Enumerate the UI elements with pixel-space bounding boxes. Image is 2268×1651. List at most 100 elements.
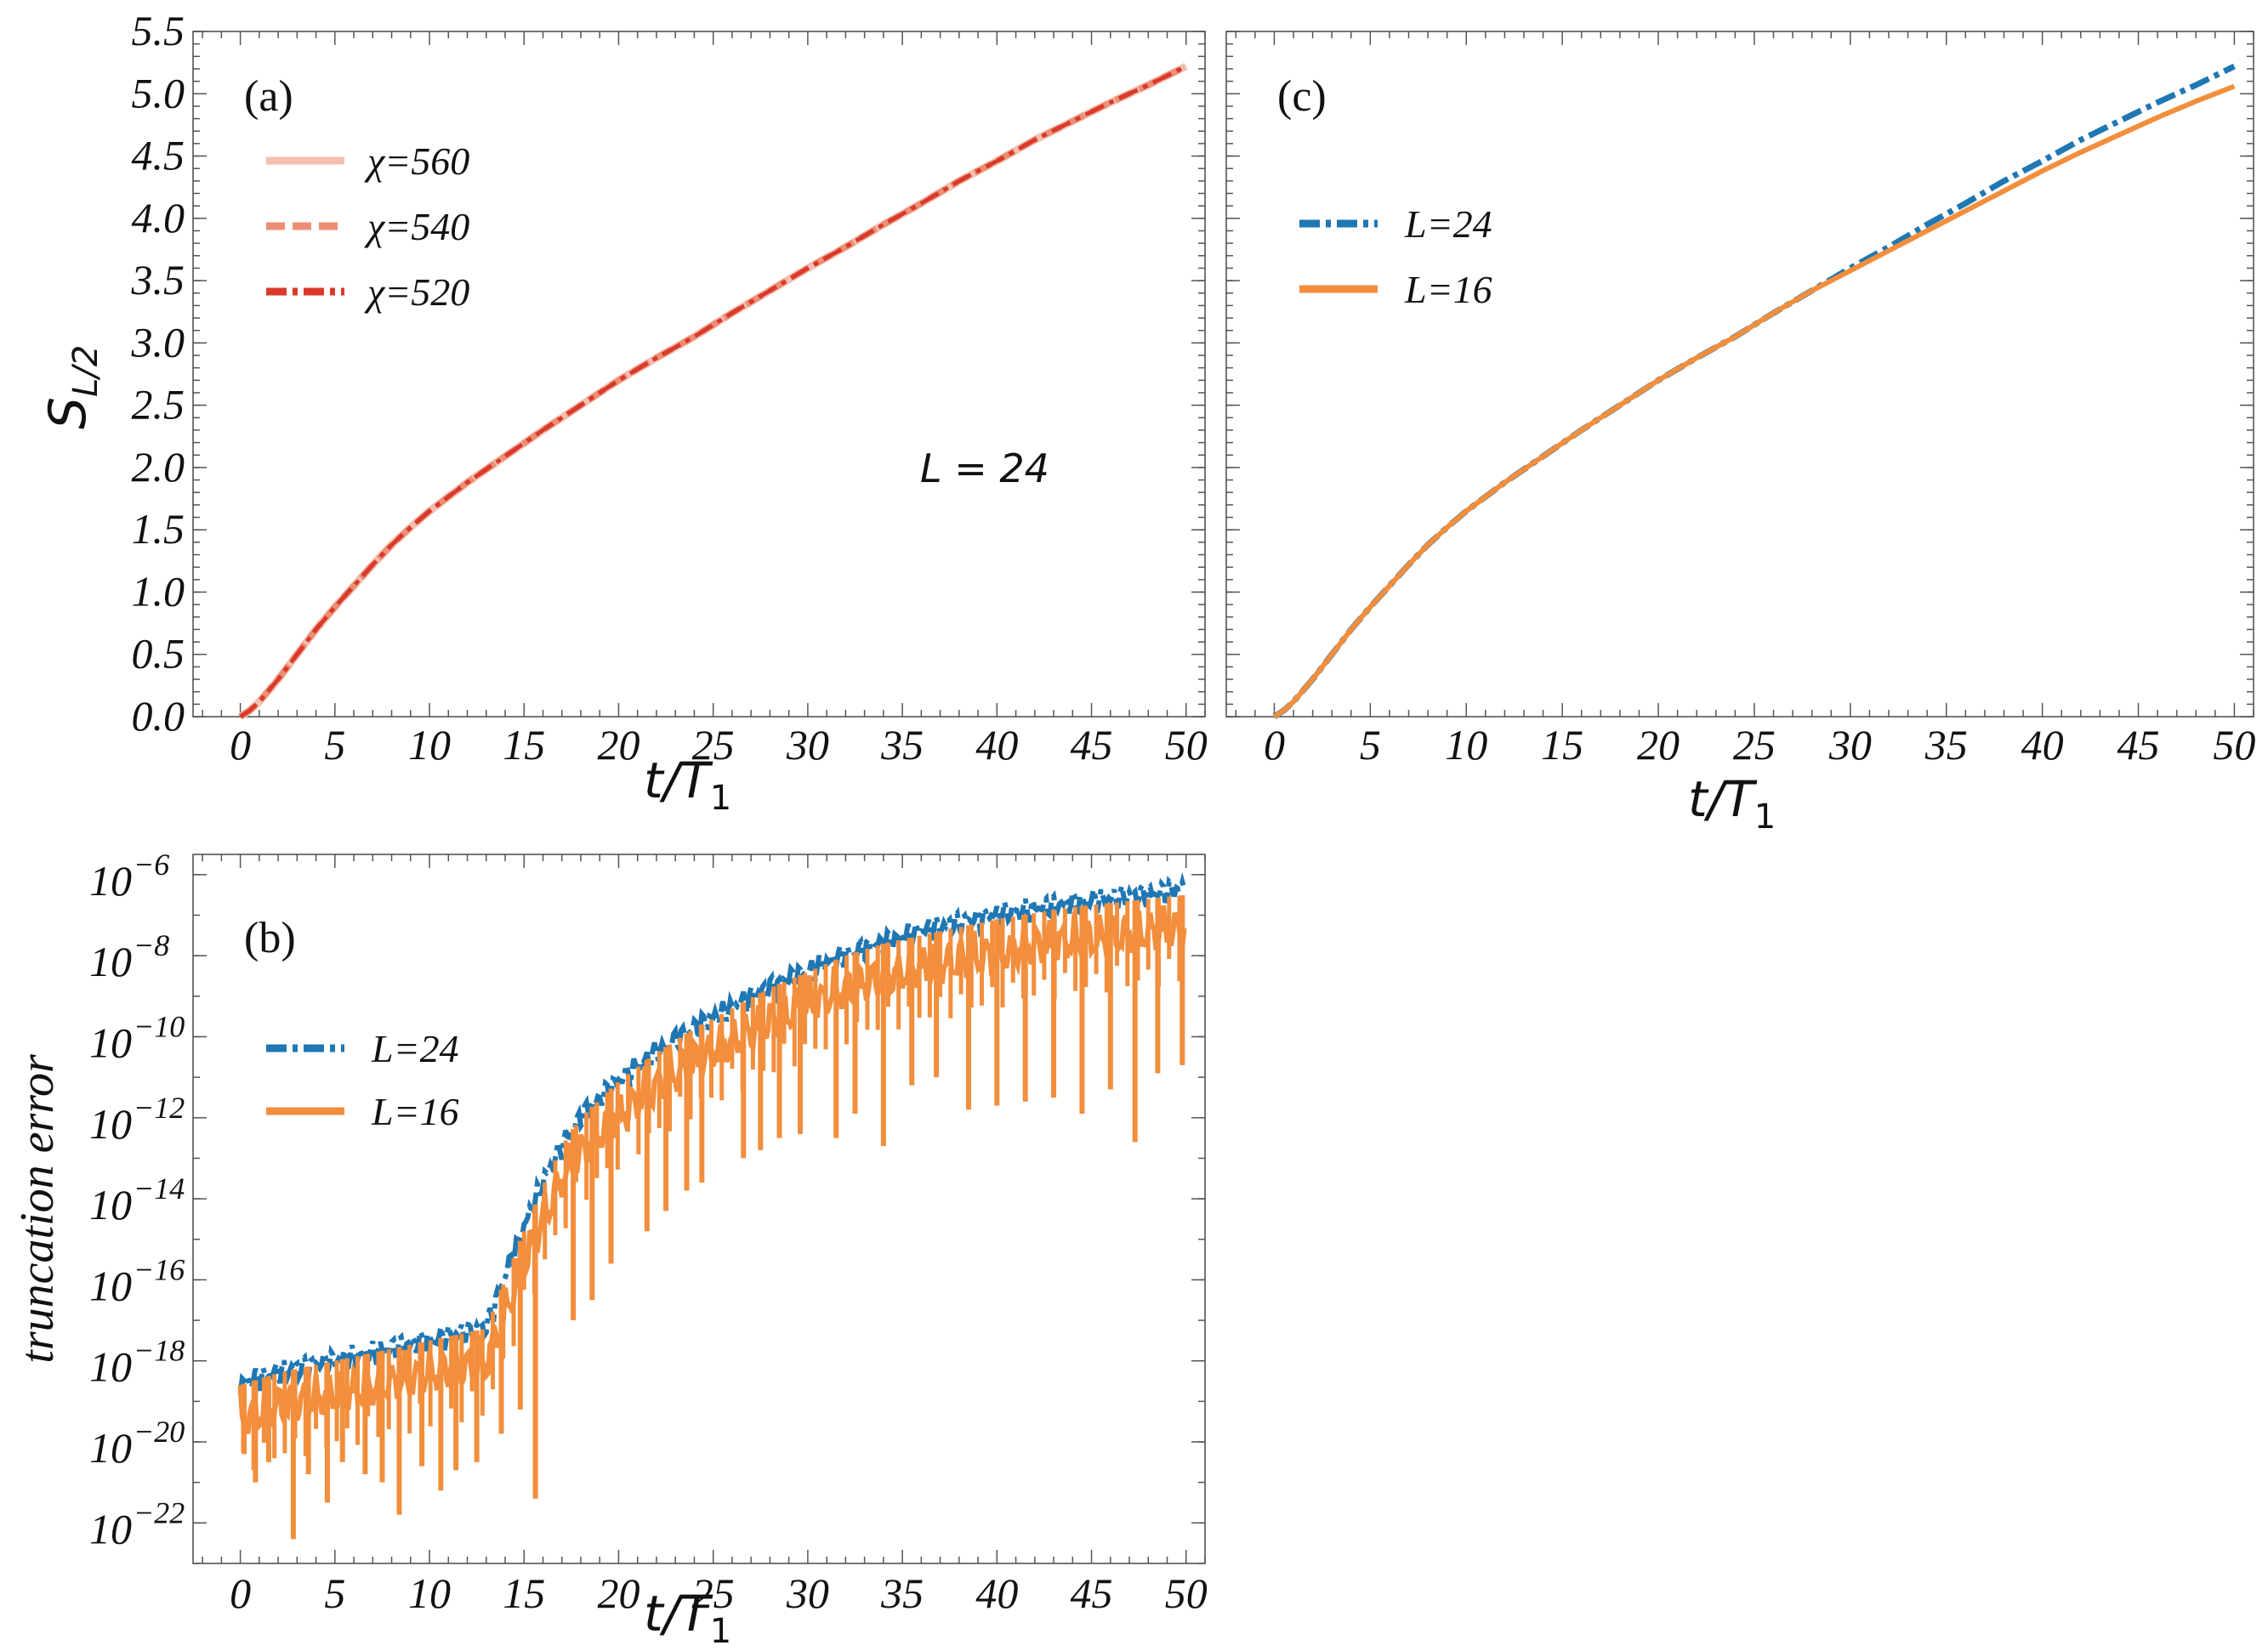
y-tick-label: 10−20 xyxy=(89,1415,185,1472)
x-tick-label: 30 xyxy=(786,1569,829,1617)
y-tick-label: 5.5 xyxy=(132,7,185,54)
panel-b: 0 5 10 15 20 25 30 35 40 45 50 10−2210−2010−1810−1… xyxy=(11,848,1208,1651)
y-tick-base: 10 xyxy=(89,1424,132,1472)
panel-c-frame xyxy=(1225,31,2254,718)
y-tick-label: 1.0 xyxy=(132,567,185,615)
legend-label-b-l24: L=24 xyxy=(371,1027,459,1070)
y-tick-label: 2.0 xyxy=(132,443,185,491)
y-tick-exponent: −20 xyxy=(134,1415,185,1449)
x-tick-label: 20 xyxy=(597,1569,639,1617)
legend-label-c-l16: L=16 xyxy=(1404,268,1492,311)
panel-b-y-axis-label: truncation error xyxy=(11,1054,64,1364)
series-line-L=24 xyxy=(1272,63,2236,719)
y-tick-base: 10 xyxy=(89,1343,132,1391)
y-tick-base: 10 xyxy=(89,857,132,905)
y-tick-label: 10−10 xyxy=(89,1009,185,1066)
panel-a-y-axis-label: SL/2 xyxy=(38,345,105,429)
y-tick-label: 4.0 xyxy=(132,194,185,241)
panel-a-annotation: L = 24 xyxy=(920,445,1049,491)
y-tick-exponent: −6 xyxy=(134,848,169,882)
y-tick-label: 10−18 xyxy=(89,1334,185,1391)
x-tick-label: 0 xyxy=(230,721,251,769)
panel-a-x-label-sub: 1 xyxy=(710,779,731,818)
panel-c-ticks xyxy=(1226,31,2254,718)
panel-b-x-label-sub: 1 xyxy=(710,1612,731,1651)
y-tick-base: 10 xyxy=(89,1262,132,1309)
x-tick-label: 30 xyxy=(1828,721,1872,769)
y-tick-exponent: −12 xyxy=(134,1091,185,1125)
panel-a-y-label-sub: L/2 xyxy=(66,345,105,397)
x-tick-label: 50 xyxy=(1165,721,1208,769)
x-tick-label: 10 xyxy=(408,1569,451,1617)
y-tick-label: 10−8 xyxy=(89,928,169,985)
y-tick-label: 2.5 xyxy=(132,381,185,428)
panel-c-x-label-main: t/T xyxy=(1688,770,1758,828)
panel-c-legend: L=24 L=16 xyxy=(1299,202,1492,311)
y-tick-label: 10−16 xyxy=(89,1252,185,1309)
panel-b-frame xyxy=(192,854,1206,1564)
panel-c-lines xyxy=(1272,63,2236,719)
x-tick-label: 25 xyxy=(692,1569,735,1617)
panel-c: 0 5 10 15 20 25 30 35 40 45 50 (c) L=24 L=16 t/T1 xyxy=(1225,31,2255,837)
panel-b-x-tick-labels: 0 5 10 15 20 25 30 35 40 45 50 xyxy=(230,1569,1208,1617)
y-tick-exponent: −18 xyxy=(134,1334,185,1368)
panel-a-x-label-main: t/T xyxy=(644,752,713,809)
x-tick-label: 35 xyxy=(1924,721,1968,769)
panel-b-x-label-main: t/T xyxy=(644,1585,713,1642)
panel-a-lines xyxy=(238,62,1188,720)
y-tick-label: 1.5 xyxy=(132,505,185,553)
y-tick-label: 10−6 xyxy=(89,848,169,905)
x-tick-label: 0 xyxy=(1264,721,1285,769)
y-tick-label: 0.5 xyxy=(132,630,185,678)
panel-b-y-tick-labels: 10−2210−2010−1810−1610−1410−1210−1010−81… xyxy=(89,848,185,1553)
x-tick-label: 15 xyxy=(1541,721,1583,769)
y-tick-base: 10 xyxy=(89,938,132,985)
y-tick-label: 3.5 xyxy=(131,256,185,304)
panel-c-tag: (c) xyxy=(1277,72,1327,121)
legend-label-c-l24: L=24 xyxy=(1404,202,1492,246)
x-tick-label: 20 xyxy=(597,721,639,769)
x-tick-label: 15 xyxy=(503,1569,545,1617)
panel-a-x-axis-label: t/T1 xyxy=(644,752,731,818)
x-tick-label: 40 xyxy=(975,1569,1018,1617)
y-tick-label: 5.0 xyxy=(132,69,185,116)
y-tick-label: 10−12 xyxy=(89,1091,185,1148)
panel-a-legend: χ=560 χ=540 χ=520 xyxy=(266,139,469,314)
panel-a-tag: (a) xyxy=(244,72,293,121)
y-tick-exponent: −22 xyxy=(134,1495,185,1529)
y-tick-base: 10 xyxy=(89,1018,132,1066)
x-tick-label: 20 xyxy=(1637,721,1680,769)
y-tick-label: 0.0 xyxy=(132,692,185,740)
panel-a-x-tick-labels: 0 5 10 15 20 25 30 35 40 45 50 xyxy=(230,721,1208,769)
panel-a-frame xyxy=(192,31,1206,718)
series-line-L=16 xyxy=(1272,83,2236,719)
x-tick-label: 5 xyxy=(324,721,345,769)
panel-c-x-axis-label: t/T1 xyxy=(1688,770,1776,837)
y-tick-base: 10 xyxy=(89,1505,132,1552)
legend-label-chi520: χ=520 xyxy=(364,270,469,314)
y-tick-exponent: −10 xyxy=(134,1009,185,1043)
panel-a-y-label-main: S xyxy=(38,397,98,429)
x-tick-label: 10 xyxy=(408,721,451,769)
panel-a: 0 5 10 15 20 25 30 35 40 45 50 0.0 0.5 1.0 1.5 2.0 2.5 3… xyxy=(38,7,1208,818)
x-tick-label: 25 xyxy=(692,721,735,769)
x-tick-label: 5 xyxy=(1360,721,1381,769)
series-line-χ=520 xyxy=(239,64,1187,719)
x-tick-label: 45 xyxy=(2117,721,2160,769)
panel-a-y-tick-labels: 0.0 0.5 1.0 1.5 2.0 2.5 3.0 3.5 4.0 4.5 5.0 5.5 xyxy=(131,7,185,740)
x-tick-label: 30 xyxy=(786,721,829,769)
y-tick-label: 10−22 xyxy=(89,1495,185,1552)
y-tick-label: 3.0 xyxy=(131,318,185,366)
x-tick-label: 45 xyxy=(1071,1569,1113,1617)
panel-b-ticks xyxy=(193,854,1206,1564)
x-tick-label: 45 xyxy=(1071,721,1113,769)
x-tick-label: 40 xyxy=(2021,721,2064,769)
y-tick-label: 4.5 xyxy=(132,132,185,179)
x-tick-label: 35 xyxy=(880,721,924,769)
x-tick-label: 40 xyxy=(975,721,1018,769)
y-tick-base: 10 xyxy=(89,1181,132,1228)
panel-b-lines xyxy=(237,871,1187,1540)
panel-b-legend: L=24 L=16 xyxy=(266,1027,459,1133)
x-tick-label: 50 xyxy=(1165,1569,1208,1617)
